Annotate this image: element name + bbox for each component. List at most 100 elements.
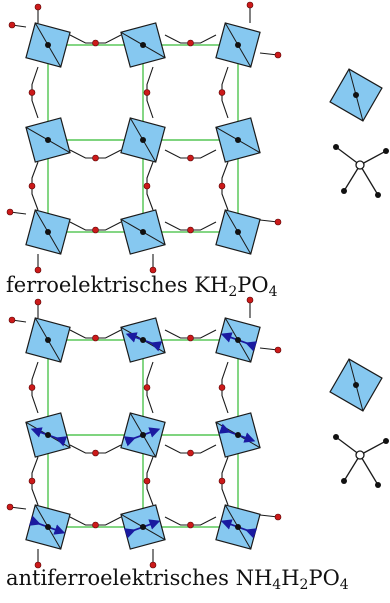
hydrogen-atom bbox=[34, 3, 42, 11]
oxygen-atom bbox=[375, 192, 381, 198]
po4-tetrahedron bbox=[120, 317, 166, 363]
bond-arm bbox=[359, 454, 379, 486]
formula-part-3: PO4 bbox=[308, 566, 349, 593]
hydrogen-atom bbox=[28, 182, 36, 190]
bond-arm bbox=[359, 440, 387, 456]
hydrogen-atom bbox=[274, 51, 282, 59]
hydrogen-atom bbox=[34, 561, 42, 569]
hydrogen-atom bbox=[6, 208, 14, 216]
hydrogen-atom bbox=[92, 449, 99, 457]
panel-ferroelectric bbox=[6, 1, 282, 274]
formula-part-2: H2 bbox=[281, 566, 309, 593]
oxygen-atom bbox=[333, 144, 339, 150]
oxygen-atom bbox=[341, 188, 347, 194]
legend-antiferroelectric bbox=[329, 358, 389, 488]
po4-tetrahedron bbox=[329, 68, 383, 122]
phosphorus-atom bbox=[45, 337, 51, 343]
po4-tetrahedron bbox=[25, 504, 71, 550]
phosphorus-atom bbox=[235, 229, 241, 235]
formula-part-1: NH4 bbox=[235, 566, 282, 593]
hydrogen-atom bbox=[246, 296, 254, 304]
hydrogen-atom bbox=[28, 477, 36, 485]
phosphorus-atom bbox=[140, 229, 146, 235]
hydrogen-atom bbox=[218, 384, 226, 391]
central-atom bbox=[355, 450, 365, 460]
hydrogen-atom bbox=[149, 266, 157, 274]
po4-tetrahedron bbox=[120, 22, 166, 68]
phosphorus-atom bbox=[235, 524, 241, 530]
hydrogen-atom bbox=[218, 477, 226, 485]
hydrogen-atom bbox=[143, 182, 151, 190]
hydrogen-atom bbox=[143, 477, 151, 485]
phosphorus-atom bbox=[353, 382, 359, 388]
po4-tetrahedron bbox=[215, 22, 261, 68]
hydrogen-atom bbox=[218, 89, 226, 96]
hydrogen-atom bbox=[143, 89, 151, 96]
hydrogen-atom bbox=[6, 503, 14, 511]
phosphorus-atom bbox=[45, 42, 51, 48]
caption-ferroelectric: ferroelektrisches KH2PO4 bbox=[6, 273, 278, 300]
po4-tetrahedron bbox=[215, 117, 261, 163]
hydrogen-atom bbox=[187, 226, 194, 234]
hydrogen-atom bbox=[28, 89, 36, 96]
phosphorus-atom bbox=[45, 524, 51, 530]
po4-tetrahedron bbox=[215, 317, 261, 363]
hydrogen-atom bbox=[92, 334, 99, 342]
po4-tetrahedron bbox=[25, 209, 71, 255]
oxygen-atom bbox=[383, 438, 389, 444]
po4-tetrahedron bbox=[215, 209, 261, 255]
phosphorus-atom bbox=[140, 42, 146, 48]
phosphorus-atom bbox=[235, 42, 241, 48]
caption-prefix: ferroelektrisches bbox=[6, 273, 195, 297]
po4-tetrahedron bbox=[120, 209, 166, 255]
po4-tetrahedron bbox=[120, 412, 166, 458]
phosphorus-atom bbox=[140, 432, 146, 438]
po4-tetrahedron bbox=[120, 504, 166, 550]
phosphorus-atom bbox=[140, 337, 146, 343]
hydrogen-atom bbox=[246, 1, 254, 9]
po4-tetrahedron bbox=[215, 504, 261, 550]
hydrogen-atom bbox=[187, 39, 194, 47]
central-atom bbox=[355, 160, 365, 170]
bond-arm bbox=[343, 164, 361, 192]
hydrogen-atom bbox=[92, 521, 99, 529]
po4-tetrahedron bbox=[25, 412, 71, 458]
hydrogen-atom bbox=[187, 334, 194, 342]
bond-arm bbox=[335, 436, 361, 456]
bond-arm bbox=[359, 150, 387, 166]
oxygen-atom bbox=[333, 434, 339, 440]
hydrogen-atom bbox=[34, 266, 42, 274]
po4-tetrahedron bbox=[25, 117, 71, 163]
hydrogen-atom bbox=[274, 513, 282, 521]
phosphorus-atom bbox=[235, 432, 241, 438]
hydrogen-atom bbox=[218, 182, 226, 190]
bond-arm bbox=[335, 146, 361, 166]
bond-arm bbox=[343, 454, 361, 482]
phosphorus-atom bbox=[353, 92, 359, 98]
hydrogen-atom bbox=[187, 154, 194, 162]
legend-ferroelectric bbox=[329, 68, 389, 198]
caption-prefix: antiferroelektrisches bbox=[6, 566, 236, 590]
panel-antiferroelectric bbox=[6, 296, 282, 569]
hydrogen-atom bbox=[274, 218, 282, 226]
hydrogen-atom bbox=[149, 561, 157, 569]
hydrogen-atom bbox=[187, 449, 194, 457]
hydrogen-atom bbox=[92, 226, 99, 234]
hydrogen-atom bbox=[28, 384, 36, 391]
po4-tetrahedron bbox=[329, 358, 383, 412]
phosphorus-atom bbox=[45, 432, 51, 438]
phosphorus-atom bbox=[45, 137, 51, 143]
po4-tetrahedron bbox=[25, 22, 71, 68]
phosphorus-atom bbox=[45, 229, 51, 235]
phosphorus-atom bbox=[140, 524, 146, 530]
po4-tetrahedron bbox=[120, 117, 166, 163]
hydrogen-atom bbox=[92, 154, 99, 162]
po4-tetrahedron bbox=[215, 412, 261, 458]
bond-arm bbox=[359, 164, 379, 196]
hydrogen-atom bbox=[34, 298, 42, 306]
phosphorus-atom bbox=[235, 137, 241, 143]
oxygen-atom bbox=[341, 478, 347, 484]
formula-part-2: PO4 bbox=[237, 273, 278, 300]
